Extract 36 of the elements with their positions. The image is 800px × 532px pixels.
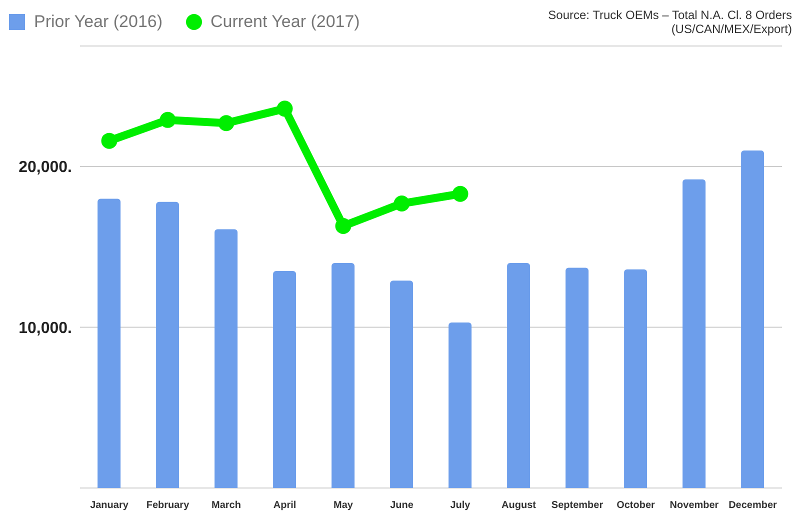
legend-label: Current Year (2017): [210, 12, 360, 32]
x-tick-label: January: [90, 500, 129, 511]
point: [394, 196, 410, 212]
y-tick-label: 20,000.: [18, 159, 72, 176]
legend-label: Prior Year (2016): [33, 12, 163, 32]
bar: [214, 229, 238, 488]
bar: [624, 269, 648, 488]
x-tick-label: August: [502, 500, 537, 511]
x-tick-label: December: [728, 500, 778, 511]
y-tick-label: 10,000.: [18, 320, 72, 337]
x-tick-label: November: [670, 500, 719, 511]
point: [160, 112, 176, 128]
bar: [566, 268, 589, 488]
x-tick-label: July: [450, 500, 471, 511]
point: [101, 132, 118, 149]
bar: [390, 280, 414, 488]
point: [276, 100, 293, 117]
bar: [507, 262, 530, 488]
x-tick-label: March: [212, 500, 241, 511]
bar: [448, 322, 472, 488]
x-tick-label: September: [551, 500, 604, 511]
bar: [273, 271, 296, 488]
x-tick-label: May: [334, 500, 354, 511]
bar: [741, 150, 764, 488]
x-tick-label: June: [390, 500, 414, 511]
point: [452, 186, 468, 202]
point: [335, 218, 352, 234]
source-note: Source: Truck OEMs – Total N.A. Cl. 8 Orders (US/CAN/MEX/Export): [547, 8, 792, 36]
x-tick-label: April: [273, 500, 296, 511]
bar: [156, 202, 180, 488]
bar: [98, 198, 121, 488]
bar: [332, 262, 355, 488]
bar: [682, 179, 706, 488]
x-tick-label: February: [146, 500, 190, 511]
x-tick-label: October: [616, 500, 656, 511]
point: [218, 115, 234, 132]
